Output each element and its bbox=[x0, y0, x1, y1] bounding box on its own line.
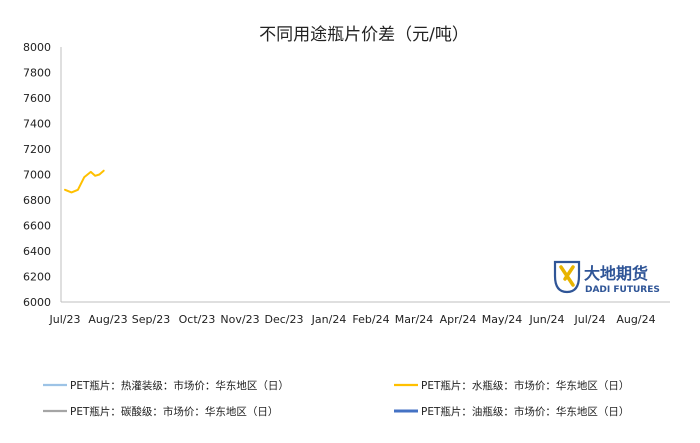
y-tick-label: 7400 bbox=[23, 118, 51, 131]
logo-mark bbox=[553, 260, 581, 294]
x-tick-label: Nov/23 bbox=[220, 313, 259, 326]
x-tick-label: Aug/23 bbox=[88, 313, 127, 326]
legend-label: PET瓶片：热灌装级：市场价：华东地区（日） bbox=[70, 379, 289, 392]
x-tick-label: Aug/24 bbox=[616, 313, 655, 326]
y-tick-label: 8000 bbox=[23, 41, 51, 54]
chart-title: 不同用途瓶片价差（元/吨） bbox=[259, 25, 469, 45]
y-tick-label: 6800 bbox=[23, 194, 51, 207]
x-tick-label: Jul/24 bbox=[574, 313, 606, 326]
legend-label: PET瓶片：油瓶级：市场价：华东地区（日） bbox=[421, 405, 629, 418]
series-line bbox=[64, 169, 105, 194]
x-tick-label: Jun/24 bbox=[529, 313, 565, 326]
y-tick-label: 6000 bbox=[23, 296, 51, 309]
logo-cn: 大地期货 bbox=[584, 264, 648, 283]
logo-en: DADI FUTURES bbox=[585, 285, 660, 295]
y-tick-label: 6600 bbox=[23, 220, 51, 233]
x-tick-label: Feb/24 bbox=[352, 313, 389, 326]
series-layer bbox=[64, 169, 105, 194]
x-axis-ticks: Jul/23 Aug/23 Sep/23 Oct/23 Nov/23 Dec/23 Jan/… bbox=[49, 313, 656, 326]
legend: PET瓶片：热灌装级：市场价：华东地区（日） PET瓶片：水瓶级：市场价：华东地区… bbox=[43, 379, 629, 418]
y-tick-label: 6200 bbox=[23, 271, 51, 284]
x-tick-label: Dec/23 bbox=[265, 313, 304, 326]
x-tick-label: Apr/24 bbox=[440, 313, 477, 326]
y-tick-label: 7000 bbox=[23, 169, 51, 182]
x-tick-label: Jan/24 bbox=[311, 313, 347, 326]
y-axis-ticks: 6000 6200 6400 6600 6800 7000 7200 7400 7600 7800… bbox=[23, 41, 51, 309]
x-tick-label: Jul/23 bbox=[49, 313, 81, 326]
y-tick-label: 7200 bbox=[23, 143, 51, 156]
x-tick-label: May/24 bbox=[482, 313, 522, 326]
x-tick-label: Sep/23 bbox=[132, 313, 170, 326]
y-tick-label: 7600 bbox=[23, 92, 51, 105]
logo: 大地期货 DADI FUTURES bbox=[553, 260, 660, 295]
x-tick-label: Mar/24 bbox=[395, 313, 433, 326]
x-tick-label: Oct/23 bbox=[179, 313, 216, 326]
y-tick-label: 6400 bbox=[23, 245, 51, 258]
legend-label: PET瓶片：水瓶级：市场价：华东地区（日） bbox=[421, 379, 629, 392]
y-tick-label: 7800 bbox=[23, 67, 51, 80]
legend-label: PET瓶片：碳酸级：市场价：华东地区（日） bbox=[70, 405, 278, 418]
